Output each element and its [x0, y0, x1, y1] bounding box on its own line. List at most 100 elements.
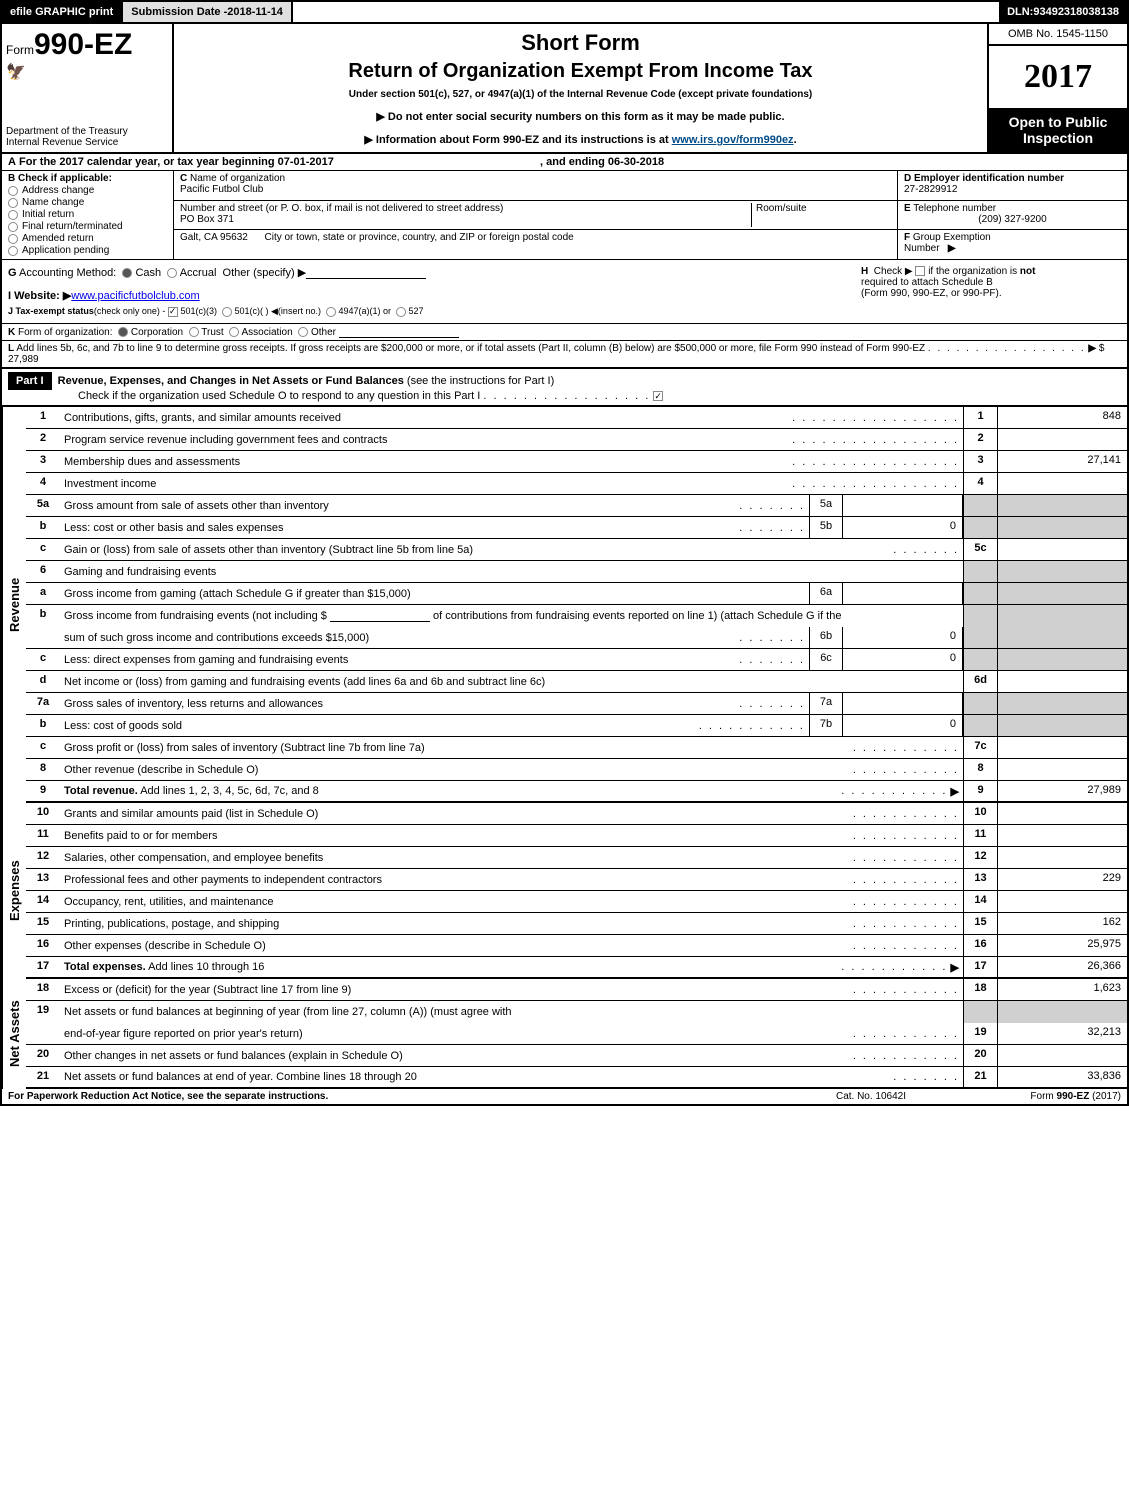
footer-mid: Cat. No. 10642I [771, 1091, 971, 1102]
k-o3: Association [242, 327, 293, 338]
ln6-rno [963, 561, 997, 582]
radio-trust[interactable] [189, 327, 199, 337]
chk-application-pending[interactable] [8, 246, 18, 256]
footer-left: For Paperwork Reduction Act Notice, see … [8, 1091, 771, 1102]
ln11-rval [997, 825, 1127, 846]
ln2-dots [792, 434, 959, 446]
ln19-desc: Net assets or fund balances at beginning… [64, 1006, 959, 1018]
e-value: (209) 327-9200 [904, 214, 1121, 225]
ln10-desc: Grants and similar amounts paid (list in… [64, 808, 853, 820]
ln15-desc: Printing, publications, postage, and shi… [64, 918, 853, 930]
ln15-no: 15 [26, 913, 60, 934]
ln18-rval: 1,623 [997, 979, 1127, 1000]
ln5a-dots [739, 500, 805, 512]
ln6b-blank[interactable] [330, 610, 430, 622]
col-def: D Employer identification number 27-2829… [897, 171, 1127, 259]
ln4-dots [792, 478, 959, 490]
label-h: H [861, 266, 868, 277]
f-arrow: ▶ [948, 243, 956, 254]
ln12-rval [997, 847, 1127, 868]
ln4-rval [997, 473, 1127, 494]
ln13-rval: 229 [997, 869, 1127, 890]
ln7a-mno: 7a [809, 693, 843, 714]
chk-initial-return[interactable] [8, 210, 18, 220]
section-h: H Check ▶ if the organization is not req… [861, 266, 1121, 317]
chk-amended-return[interactable] [8, 234, 18, 244]
ln9-no: 9 [26, 781, 60, 801]
label-j: J [8, 306, 13, 316]
k-other-input[interactable] [339, 326, 459, 338]
ln10-dots [853, 808, 959, 820]
label-g: G [8, 267, 17, 279]
ln6d-no: d [26, 671, 60, 692]
ln5b-dots [739, 522, 805, 534]
ln5c-no: c [26, 539, 60, 560]
footer-right-pre: Form [1030, 1091, 1056, 1102]
chk-501c3[interactable] [168, 307, 178, 317]
ln6a-rval [997, 583, 1127, 604]
part1-label: Part I [8, 372, 52, 390]
irs-link[interactable]: www.irs.gov/form990ez [672, 134, 794, 146]
chk-schedule-o[interactable] [653, 391, 663, 401]
label-a: A [8, 156, 16, 168]
chk-address-change[interactable] [8, 186, 18, 196]
label-i: I [8, 290, 11, 302]
radio-corp[interactable] [118, 327, 128, 337]
ln5a-no: 5a [26, 495, 60, 516]
ln14-dots [853, 896, 959, 908]
ln9-desc: Add lines 1, 2, 3, 4, 5c, 6d, 7c, and 8 [138, 785, 319, 797]
chk-4947[interactable] [326, 307, 336, 317]
note-info: ▶ Information about Form 990-EZ and its … [184, 133, 977, 146]
ln18-dots [853, 984, 959, 996]
k-o4: Other [311, 327, 336, 338]
ln7a-mval [843, 693, 963, 714]
b-item-3: Final return/terminated [22, 221, 123, 232]
chk-name-change[interactable] [8, 198, 18, 208]
radio-accrual[interactable] [167, 268, 177, 278]
radio-cash[interactable] [122, 268, 132, 278]
radio-assoc[interactable] [229, 327, 239, 337]
g-other-input[interactable] [306, 267, 426, 279]
ln16-no: 16 [26, 935, 60, 956]
chk-501c[interactable] [222, 307, 232, 317]
label-l: L [8, 343, 14, 354]
ln19-rval-blank [997, 1001, 1127, 1023]
ln17-rval: 26,366 [997, 957, 1127, 977]
efile-print-button[interactable]: efile GRAPHIC print [2, 2, 123, 22]
ln9-arrow: ▶ [951, 785, 959, 798]
ln20-rno: 20 [963, 1045, 997, 1066]
ln7a-rno [963, 693, 997, 714]
ln2-rno: 2 [963, 429, 997, 450]
footer-right-form: 990-EZ [1057, 1091, 1090, 1102]
ln8-desc: Other revenue (describe in Schedule O) [64, 764, 853, 776]
submission-date-label: Submission Date - [131, 6, 227, 18]
ln7a-dots [739, 698, 805, 710]
b-item-5: Application pending [22, 245, 109, 256]
k-o1: Corporation [131, 327, 183, 338]
ln5a-rno [963, 495, 997, 516]
ln1-rval: 848 [997, 407, 1127, 428]
website-link[interactable]: www.pacificfutbolclub.com [71, 290, 199, 302]
g-title: Accounting Method: [19, 267, 116, 279]
h-text1: Check ▶ [874, 266, 913, 277]
j-insert: ◀(insert no.) [271, 306, 321, 316]
ln6-no: 6 [26, 561, 60, 582]
ln7c-desc: Gross profit or (loss) from sales of inv… [64, 742, 853, 754]
ln6b-no: b [26, 605, 60, 627]
ln7c-rno: 7c [963, 737, 997, 758]
top-bar: efile GRAPHIC print Submission Date - 20… [0, 0, 1129, 24]
col-b: B Check if applicable: Address change Na… [2, 171, 174, 259]
chk-527[interactable] [396, 307, 406, 317]
ln5b-desc: Less: cost or other basis and sales expe… [64, 522, 739, 534]
chk-h[interactable] [915, 266, 925, 276]
c-name-label: Name of organization [190, 173, 285, 184]
chk-final-return[interactable] [8, 222, 18, 232]
ln7a-no: 7a [26, 693, 60, 714]
ln9-rno: 9 [963, 781, 997, 801]
department: Department of the Treasury Internal Reve… [6, 126, 128, 148]
ln5b-rno [963, 517, 997, 538]
note-info-post: . [794, 134, 797, 146]
ln14-rval [997, 891, 1127, 912]
form-number: Form990-EZ [6, 28, 168, 62]
ln19-rval: 32,213 [997, 1023, 1127, 1044]
